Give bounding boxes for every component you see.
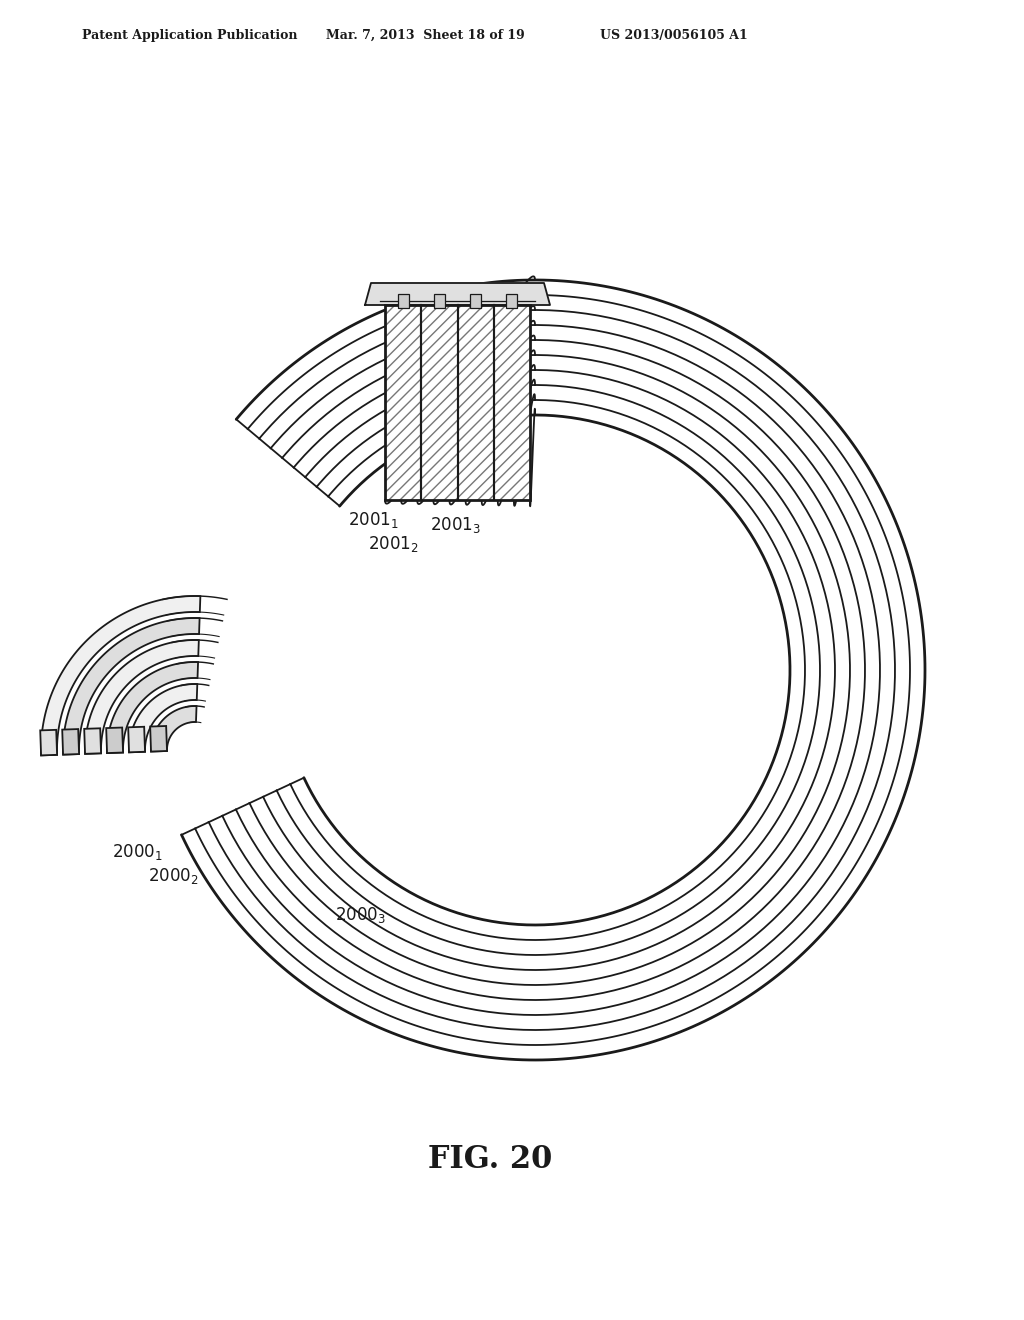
Polygon shape: [129, 684, 198, 752]
Bar: [385, 305, 530, 500]
Text: $2001_2$: $2001_2$: [368, 535, 419, 554]
Bar: [470, 294, 481, 308]
Bar: [421, 305, 458, 500]
Polygon shape: [106, 663, 198, 754]
Polygon shape: [84, 729, 101, 754]
Bar: [385, 305, 421, 500]
Bar: [494, 305, 530, 500]
Text: $2000_3$: $2000_3$: [335, 906, 386, 925]
Polygon shape: [41, 597, 201, 755]
Polygon shape: [106, 727, 123, 754]
Polygon shape: [85, 640, 199, 754]
Text: Patent Application Publication: Patent Application Publication: [82, 29, 298, 41]
Polygon shape: [181, 280, 925, 1060]
Text: US 2013/0056105 A1: US 2013/0056105 A1: [600, 29, 748, 41]
Polygon shape: [40, 730, 57, 755]
Text: $2000_1$: $2000_1$: [112, 842, 163, 862]
Bar: [458, 305, 494, 500]
Polygon shape: [63, 618, 200, 755]
Text: Mar. 7, 2013  Sheet 18 of 19: Mar. 7, 2013 Sheet 18 of 19: [326, 29, 524, 41]
Polygon shape: [365, 282, 550, 305]
Text: FIG. 20: FIG. 20: [428, 1144, 552, 1176]
Polygon shape: [151, 726, 167, 751]
Bar: [385, 305, 530, 500]
Bar: [507, 294, 517, 308]
Bar: [397, 294, 409, 308]
Polygon shape: [62, 729, 79, 755]
Text: $2000_2$: $2000_2$: [148, 866, 199, 886]
Polygon shape: [151, 706, 197, 751]
Bar: [434, 294, 444, 308]
Polygon shape: [128, 727, 145, 752]
Text: $2001_3$: $2001_3$: [430, 515, 481, 535]
Text: $2001_1$: $2001_1$: [348, 510, 399, 531]
